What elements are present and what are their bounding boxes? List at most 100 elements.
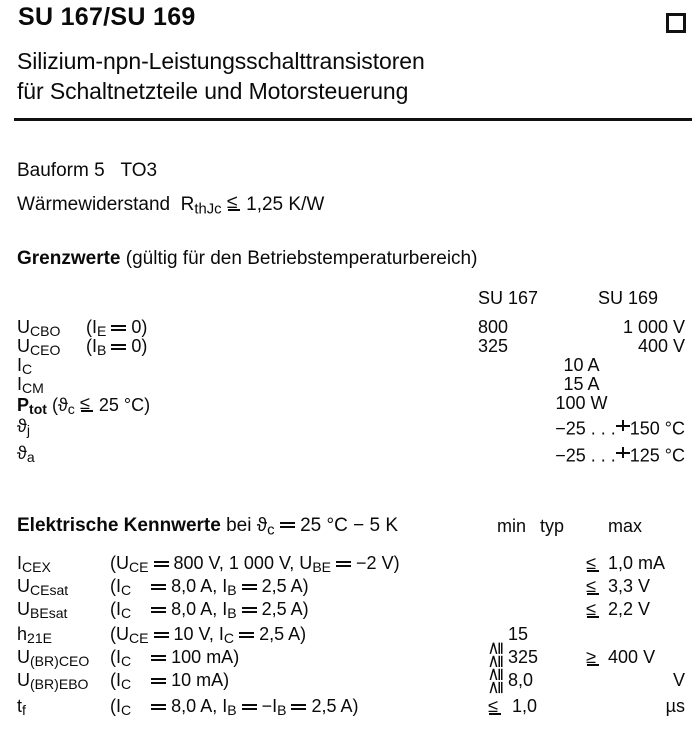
double-equals-icon — [239, 626, 255, 641]
symbol-base: U — [17, 599, 30, 619]
bauform-value: TO3 — [120, 160, 158, 181]
max-unit: mA — [638, 553, 666, 573]
double-equals-icon — [241, 601, 257, 616]
characteristics-col-header-max: max — [608, 516, 643, 536]
limits-row-condition: (IB 0) — [86, 336, 147, 359]
condition-prefix: (ϑ — [51, 395, 68, 416]
characteristics-heading-bold: Elektrische Kennwerte — [17, 515, 221, 536]
less-equal-icon — [586, 576, 600, 596]
char-row-max-value: 2,2 V — [608, 600, 650, 619]
limits-row-value-span: 100 W — [555, 393, 608, 413]
double-equals-icon — [241, 698, 257, 713]
limits-row-symbol: Ptot (ϑc 25 °C) — [17, 393, 151, 418]
symbol-sub: BEsat — [30, 605, 68, 622]
char-row-symbol: tf — [17, 696, 26, 719]
char-row-symbol: U(BR)EBO — [17, 670, 89, 693]
thermal-symbol-base: R — [180, 194, 195, 216]
header-divider — [14, 118, 692, 121]
limits-row-value-su169: 1 000 V — [622, 317, 685, 337]
less-equal-icon — [227, 191, 241, 214]
char-row-min-value: 8,0 — [508, 670, 534, 690]
plus-long-icon — [615, 417, 630, 435]
bauform-label: Bauform 5 — [17, 160, 105, 181]
symbol-base: h — [17, 624, 28, 644]
symbol-base: ϑ — [17, 416, 27, 436]
char-row-symbol: UBEsat — [17, 599, 68, 622]
condition-sub: c — [67, 401, 75, 418]
symbol-sub: (BR)EBO — [30, 676, 89, 693]
char-row-min-value: 1,0 — [512, 696, 538, 716]
char-row-symbol: ICEX — [17, 554, 51, 576]
condition-prefix: (I — [86, 317, 97, 337]
char-row-max-value: 1,0 mA — [608, 554, 665, 573]
char-row-max-relation — [586, 647, 600, 669]
characteristics-heading-sub: c — [267, 522, 275, 539]
limits-row-value-su169: 400 V — [637, 336, 685, 356]
limits-row-value-su167: 800 — [478, 317, 509, 337]
temp-range-max: 150 °C — [629, 418, 685, 439]
symbol-base: I — [17, 355, 23, 375]
symbol-sub: C — [22, 361, 33, 378]
limits-row-symbol: ϑj — [17, 416, 30, 439]
symbol-base: U — [17, 317, 30, 337]
max-value: 400 — [608, 647, 639, 667]
condition-sub: E — [97, 323, 107, 340]
symbol-sub: CEX — [22, 559, 51, 576]
condition-value: 0) — [131, 317, 148, 337]
double-equals-icon — [111, 338, 127, 353]
char-row-max-unit: V — [672, 670, 685, 690]
limits-row-value-span: −25 . . . 125 °C — [430, 444, 685, 466]
double-equals-icon — [279, 516, 295, 532]
symbol-base: t — [17, 696, 23, 716]
thermal-symbol-sub: thJc — [194, 201, 222, 218]
double-equals-icon — [151, 601, 167, 616]
characteristics-heading: Elektrische Kennwerte bei ϑc 25 °C − 5 K — [17, 515, 398, 539]
limits-heading: Grenzwerte (gültig für den Betriebstempe… — [17, 248, 477, 270]
symbol-sub: CEO — [30, 342, 61, 359]
condition-value: 25 °C) — [98, 395, 151, 416]
char-row-condition: (UCE 10 V, IC 2,5 A) — [110, 624, 307, 647]
limits-heading-rest: (gültig für den Betriebstemperaturbereic… — [120, 248, 478, 269]
symbol-base: U — [17, 670, 30, 690]
less-equal-icon — [586, 553, 600, 573]
less-equal-icon — [488, 696, 502, 716]
symbol-sub: a — [26, 449, 35, 466]
symbol-sub: 21E — [27, 630, 52, 647]
double-equals-icon — [153, 555, 169, 570]
limits-row-condition: (IE 0) — [86, 317, 148, 340]
double-equals-icon — [151, 578, 167, 593]
symbol-sub: f — [22, 702, 26, 719]
symbol-sub: j — [26, 422, 30, 439]
package-line: Bauform 5 TO3 — [17, 160, 157, 182]
char-row-condition: (IC 100 mA) — [110, 647, 240, 670]
symbol-base: U — [17, 647, 30, 667]
char-row-max-value: 400 V — [608, 648, 655, 667]
temp-range-min: −25 . . . — [555, 445, 616, 466]
limits-row-value-su167: 325 — [478, 336, 509, 356]
max-value: 3,3 — [608, 576, 634, 596]
double-equals-icon — [336, 555, 352, 570]
double-equals-icon — [241, 578, 257, 593]
symbol-sub: CM — [22, 380, 44, 397]
limits-col-header-su169: SU 169 — [598, 288, 659, 308]
characteristics-col-header-min: min — [497, 516, 527, 536]
limits-row-value-span: −25 . . . 150 °C — [430, 417, 685, 439]
symbol-base: U — [17, 336, 30, 356]
symbol-sub: CEsat — [30, 582, 69, 599]
condition-sub: B — [97, 342, 107, 359]
greater-equal-icon — [586, 647, 600, 667]
condition-prefix: (I — [86, 336, 97, 356]
double-equals-icon — [151, 672, 167, 687]
page-title: SU 167/SU 169 — [18, 3, 196, 31]
characteristics-heading-rest-pre: bei ϑ — [220, 515, 268, 536]
char-row-symbol: U(BR)CEO — [17, 647, 89, 669]
characteristics-heading-rest-post: 25 °C − 5 K — [294, 515, 398, 536]
plus-long-icon — [615, 444, 630, 462]
char-row-condition: (IC 8,0 A, IB 2,5 A) — [110, 576, 309, 599]
symbol-base: ϑ — [17, 443, 27, 463]
thermal-symbol: RthJc — [180, 194, 222, 218]
max-unit: V — [638, 576, 651, 596]
char-row-max-relation — [586, 599, 600, 621]
subtitle-line-2: für Schaltnetzteile und Motorsteuerung — [17, 78, 409, 104]
temp-range-max: 125 °C — [629, 445, 685, 466]
